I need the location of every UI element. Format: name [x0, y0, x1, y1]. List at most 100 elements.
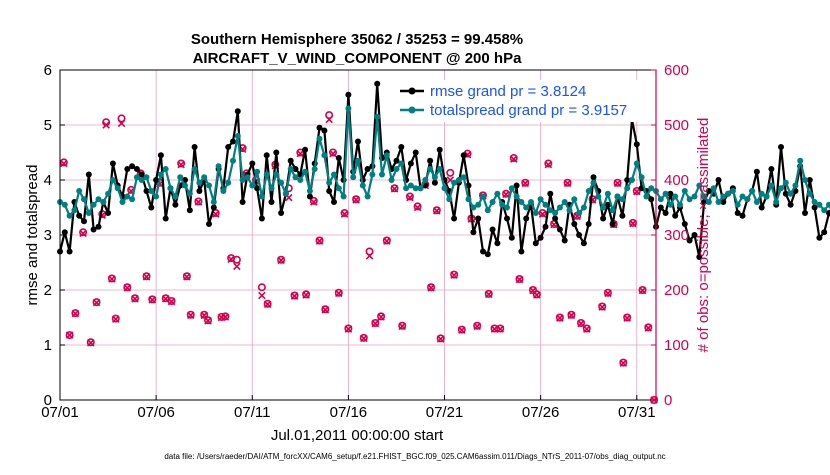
totalspread-point [686, 196, 693, 203]
obs-assimilated-marker [302, 291, 310, 299]
rmse-point [374, 80, 381, 87]
obs-possible-marker [538, 209, 547, 218]
totalspread-point [287, 166, 294, 172]
obs-possible-marker [277, 255, 286, 264]
totalspread-point [359, 182, 366, 189]
obs-possible-marker [79, 228, 88, 237]
totalspread-point [614, 193, 621, 200]
totalspread-point [542, 201, 549, 208]
rmse-point [157, 152, 164, 159]
totalspread-point [412, 185, 419, 192]
totalspread-point [806, 190, 813, 197]
rmse-point [576, 232, 583, 238]
obs-possible-marker [390, 184, 399, 193]
obs-possible-marker [528, 285, 537, 294]
obs-possible-marker [334, 288, 343, 297]
tick-layer: 0 1 2 3 4 5 6 0 100 200 300 400 500 600 07/01 07/06 07/1… [41, 62, 689, 421]
totalspread-point [61, 201, 68, 208]
x-tick-label: 07/11 [234, 404, 270, 421]
rmse-point [316, 124, 323, 131]
obs-assimilated-marker [177, 160, 185, 169]
totalspread-point [234, 133, 241, 139]
obs-assimilated-marker [427, 284, 435, 292]
rmse-point [624, 177, 631, 183]
totalspread-point [773, 199, 780, 205]
totalspread-point [201, 174, 208, 181]
rmse-point [249, 160, 256, 167]
rmse-point [542, 223, 549, 230]
rmse-point [398, 144, 405, 150]
obs-assimilated-marker [183, 273, 191, 281]
y-tick-label-right: 200 [664, 282, 689, 299]
obs-possible-marker [509, 154, 518, 163]
obs-possible-marker [603, 288, 612, 297]
obs-assimilated-marker [296, 149, 305, 158]
totalspread-point [133, 174, 140, 181]
rmse-point [696, 254, 703, 260]
obs-assimilated-marker [65, 331, 74, 339]
rmse-point [436, 146, 443, 153]
rmse-point [66, 248, 73, 255]
totalspread-point [167, 185, 174, 192]
obs-assimilated-marker [329, 149, 337, 158]
totalspread-point [66, 212, 73, 219]
totalspread-point [196, 179, 203, 186]
y-axis-label-left: rmse and totalspread [24, 165, 41, 306]
obs-assimilated-marker [450, 271, 458, 279]
rmse-point [787, 201, 794, 208]
rmse-point [802, 210, 808, 216]
rmse-point [715, 177, 722, 183]
obs-assimilated-marker [233, 262, 241, 271]
totalspread-point [532, 210, 539, 216]
rmse-point [364, 166, 371, 172]
totalspread-point [465, 196, 472, 203]
totalspread-point [321, 152, 328, 159]
totalspread-point [326, 179, 333, 186]
obs-possible-marker [405, 192, 414, 201]
totalspread-point [508, 185, 515, 192]
obs-possible-marker [582, 324, 591, 333]
totalspread-point [758, 190, 765, 197]
totalspread-point [153, 193, 160, 200]
obs-assimilated-marker [544, 160, 553, 169]
rmse-point [172, 201, 179, 208]
y-tick-label-left: 0 [44, 392, 52, 409]
rmse-point [475, 215, 482, 222]
totalspread-point [220, 188, 227, 194]
rmse-point [465, 182, 472, 189]
rmse-point [239, 199, 246, 205]
totalspread-point [215, 163, 222, 170]
rmse-point [739, 212, 746, 219]
rmse-point [292, 166, 299, 172]
totalspread-point [528, 199, 534, 205]
x-axis-label: Jul.01,2011 00:00:00 start [271, 427, 444, 444]
totalspread-point [282, 190, 289, 197]
totalspread-point [422, 177, 429, 183]
obs-possible-marker [632, 187, 641, 196]
totalspread-point [230, 157, 236, 164]
y-axis-label-right: # of obs: o=possible; ×=assimilated [695, 118, 712, 353]
chart-title-line2: AIRCRAFT_V_WIND_COMPONENT @ 200 hPa [193, 50, 523, 67]
obs-assimilated-marker [613, 179, 622, 188]
obs-possible-marker [130, 294, 139, 303]
totalspread-point [470, 204, 477, 211]
totalspread-point [749, 188, 756, 194]
obs-possible-marker [473, 321, 482, 330]
rmse-point [460, 152, 467, 159]
y-tick-label-left: 2 [44, 282, 52, 299]
totalspread-point [571, 196, 578, 203]
obs-possible-marker [325, 111, 334, 120]
totalspread-point [105, 190, 112, 197]
obs-possible-marker [309, 196, 318, 205]
obs-possible-marker [123, 283, 132, 292]
totalspread-point [787, 190, 794, 197]
totalspread-point [258, 193, 265, 200]
obs-possible-marker [446, 168, 455, 177]
y-tick-label-right: 600 [664, 62, 689, 79]
totalspread-point [667, 201, 674, 208]
rmse-point [143, 188, 150, 194]
obs-assimilated-marker [515, 275, 524, 284]
obs-possible-marker [644, 323, 653, 332]
obs-possible-marker [344, 324, 353, 333]
